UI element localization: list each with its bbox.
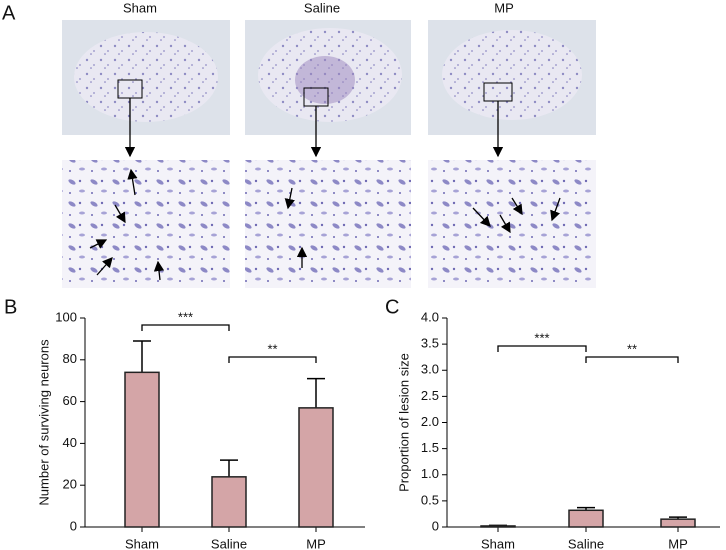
y-tick-label: 2.0 — [421, 414, 439, 429]
x-tick-label: Sham — [481, 536, 515, 550]
y-tick-label: 60 — [63, 393, 77, 408]
y-tick-label: 0 — [432, 518, 439, 533]
panel-label: A — [2, 2, 16, 24]
x-tick-label: Sham — [125, 536, 159, 550]
y-tick-label: 4.0 — [421, 309, 439, 324]
significance-label: ** — [267, 341, 277, 356]
y-tick-label: 100 — [55, 309, 77, 324]
bar — [124, 371, 160, 528]
y-tick-label: 3.5 — [421, 336, 439, 351]
panel-label: B — [4, 296, 17, 318]
significance-label: *** — [534, 330, 549, 345]
significance-label: *** — [178, 309, 193, 324]
bar — [568, 509, 604, 528]
x-tick-label: Saline — [568, 536, 604, 550]
x-tick-label: MP — [668, 536, 688, 550]
bar — [480, 525, 516, 528]
x-tick-label: MP — [306, 536, 326, 550]
y-tick-label: 2.5 — [421, 388, 439, 403]
bar — [211, 476, 247, 528]
group-label: Sham — [123, 0, 157, 15]
significance-label: ** — [627, 341, 637, 356]
y-tick-label: 0.5 — [421, 492, 439, 507]
significance-bracket — [141, 324, 230, 331]
x-tick-label: Saline — [211, 536, 247, 550]
y-axis-label: Proportion of lesion size — [396, 353, 411, 492]
micrographs — [62, 20, 596, 288]
group-label: MP — [494, 0, 514, 15]
y-tick-label: 3.0 — [421, 362, 439, 377]
y-tick-label: 1.5 — [421, 440, 439, 455]
significance-bracket — [585, 356, 679, 363]
significance-bracket — [497, 345, 587, 352]
panel-label: C — [385, 296, 399, 318]
bar — [298, 407, 334, 528]
y-tick-label: 40 — [63, 435, 77, 450]
y-tick-label: 0 — [70, 518, 77, 533]
bar — [660, 518, 696, 528]
y-axis-label: Number of surviving neurons — [36, 339, 51, 506]
y-tick-label: 1.0 — [421, 466, 439, 481]
group-label: Saline — [304, 0, 340, 15]
significance-bracket — [228, 356, 317, 363]
y-tick-label: 20 — [63, 477, 77, 492]
y-tick-label: 80 — [63, 351, 77, 366]
